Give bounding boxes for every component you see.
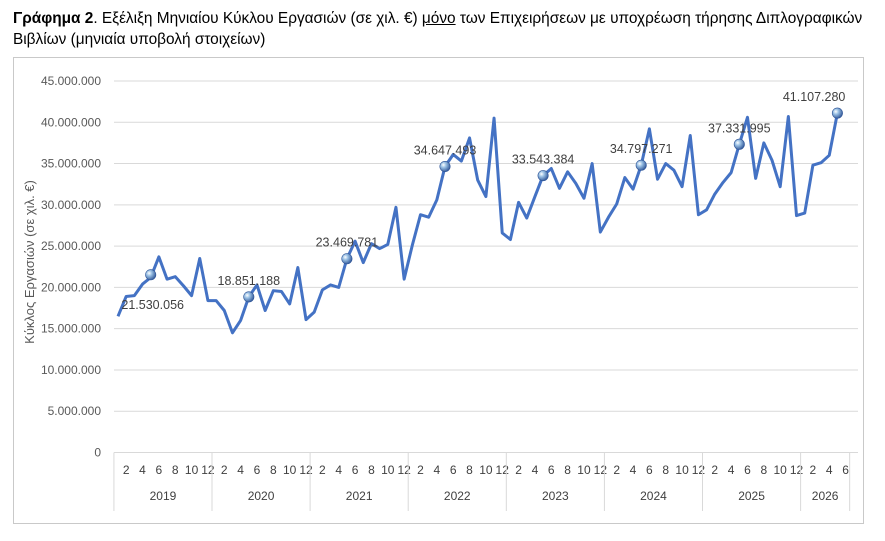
x-tick-label: 10 — [381, 463, 395, 477]
caption-prefix: Γράφημα 2 — [13, 10, 94, 27]
x-tick-label: 8 — [466, 463, 473, 477]
x-tick-label: 4 — [630, 463, 637, 477]
y-tick-label: 10.000.000 — [41, 363, 101, 377]
x-tick-label: 10 — [675, 463, 689, 477]
y-tick-label: 0 — [94, 446, 101, 460]
data-point-marker — [537, 170, 549, 182]
x-tick-label: 6 — [352, 463, 359, 477]
x-tick-label: 10 — [283, 463, 297, 477]
y-tick-label: 15.000.000 — [41, 322, 101, 336]
x-tick-label: 12 — [201, 463, 215, 477]
x-tick-label: 2 — [515, 463, 522, 477]
data-point-marker — [145, 269, 157, 281]
x-tick-label: 10 — [577, 463, 591, 477]
y-tick-label: 25.000.000 — [41, 239, 101, 253]
x-tick-label: 6 — [156, 463, 163, 477]
x-tick-label: 10 — [773, 463, 787, 477]
x-tick-label: 6 — [254, 463, 261, 477]
x-tick-label: 8 — [662, 463, 669, 477]
data-point-marker — [831, 107, 843, 119]
x-tick-label: 6 — [450, 463, 457, 477]
highlight-markers: 21.530.056 18.851.188 23.469.781 34.647.493… — [121, 90, 845, 312]
y-axis-label: Κύκλος Εργασιών (σε χιλ. €) — [22, 180, 37, 344]
x-year-label: 2022 — [444, 489, 471, 503]
x-tick-label: 6 — [842, 463, 849, 477]
x-tick-label: 4 — [728, 463, 735, 477]
data-label: 21.530.056 — [121, 298, 184, 312]
data-point-marker — [733, 138, 745, 150]
x-tick-label: 4 — [826, 463, 833, 477]
y-axis-ticks: 0 5.000.000 10.000.000 15.000.000 20.000.000… — [41, 74, 101, 460]
caption-text-after: των Επιχειρήσεων με υποχρέωση τήρησης Δι… — [13, 10, 863, 48]
caption-text-before: . Εξέλιξη Μηνιαίου Κύκλου Εργασιών (σε χ… — [93, 10, 422, 27]
chart-caption: Γράφημα 2. Εξέλιξη Μηνιαίου Κύκλου Εργασ… — [13, 8, 878, 50]
data-label: 33.543.384 — [512, 153, 575, 167]
x-tick-label: 8 — [368, 463, 375, 477]
data-point-marker — [341, 253, 353, 265]
x-year-label: 2021 — [346, 489, 373, 503]
x-year-label: 2025 — [738, 489, 765, 503]
y-tick-label: 20.000.000 — [41, 280, 101, 294]
y-tick-label: 40.000.000 — [41, 115, 101, 129]
x-year-label: 2020 — [248, 489, 275, 503]
x-tick-label: 2 — [810, 463, 817, 477]
caption-underlined: μόνο — [421, 10, 456, 27]
x-tick-label: 12 — [790, 463, 804, 477]
x-tick-label: 12 — [397, 463, 411, 477]
x-tick-label: 12 — [692, 463, 706, 477]
x-tick-label: 8 — [760, 463, 767, 477]
x-tick-label: 6 — [548, 463, 555, 477]
x-year-label: 2019 — [150, 489, 177, 503]
data-label: 34.647.493 — [414, 143, 477, 157]
x-tick-label: 2 — [711, 463, 718, 477]
x-tick-label: 4 — [139, 463, 146, 477]
data-label: 37.331.995 — [708, 121, 771, 135]
x-tick-label: 8 — [172, 463, 179, 477]
x-tick-label: 12 — [594, 463, 608, 477]
x-tick-label: 8 — [270, 463, 277, 477]
x-year-label: 2023 — [542, 489, 569, 503]
x-tick-label: 2 — [417, 463, 424, 477]
y-tick-label: 45.000.000 — [41, 74, 101, 88]
data-point-marker — [439, 160, 451, 172]
data-label: 34.797.271 — [610, 142, 673, 156]
x-tick-label: 6 — [646, 463, 653, 477]
data-point-marker — [635, 159, 647, 171]
data-point-marker — [243, 291, 255, 303]
y-tick-label: 35.000.000 — [41, 157, 101, 171]
data-label: 23.469.781 — [316, 236, 379, 250]
data-label: 18.851.188 — [218, 274, 281, 288]
x-tick-label: 10 — [479, 463, 493, 477]
x-tick-label: 4 — [237, 463, 244, 477]
x-tick-label: 2 — [613, 463, 620, 477]
x-tick-label: 4 — [433, 463, 440, 477]
x-tick-label: 12 — [496, 463, 510, 477]
x-tick-label: 10 — [185, 463, 199, 477]
data-label: 41.107.280 — [783, 90, 846, 104]
x-year-label: 2024 — [640, 489, 667, 503]
x-year-label: 2026 — [812, 489, 839, 503]
chart-frame — [13, 57, 864, 524]
turnover-series-line — [116, 112, 839, 335]
x-tick-label: 2 — [319, 463, 326, 477]
x-tick-label: 12 — [299, 463, 313, 477]
x-tick-label: 2 — [123, 463, 130, 477]
x-tick-label: 4 — [532, 463, 539, 477]
x-tick-label: 2 — [221, 463, 228, 477]
x-tick-label: 8 — [564, 463, 571, 477]
x-tick-label: 4 — [335, 463, 342, 477]
x-tick-label: 6 — [744, 463, 751, 477]
y-tick-label: 5.000.000 — [48, 404, 102, 418]
y-tick-label: 30.000.000 — [41, 198, 101, 212]
